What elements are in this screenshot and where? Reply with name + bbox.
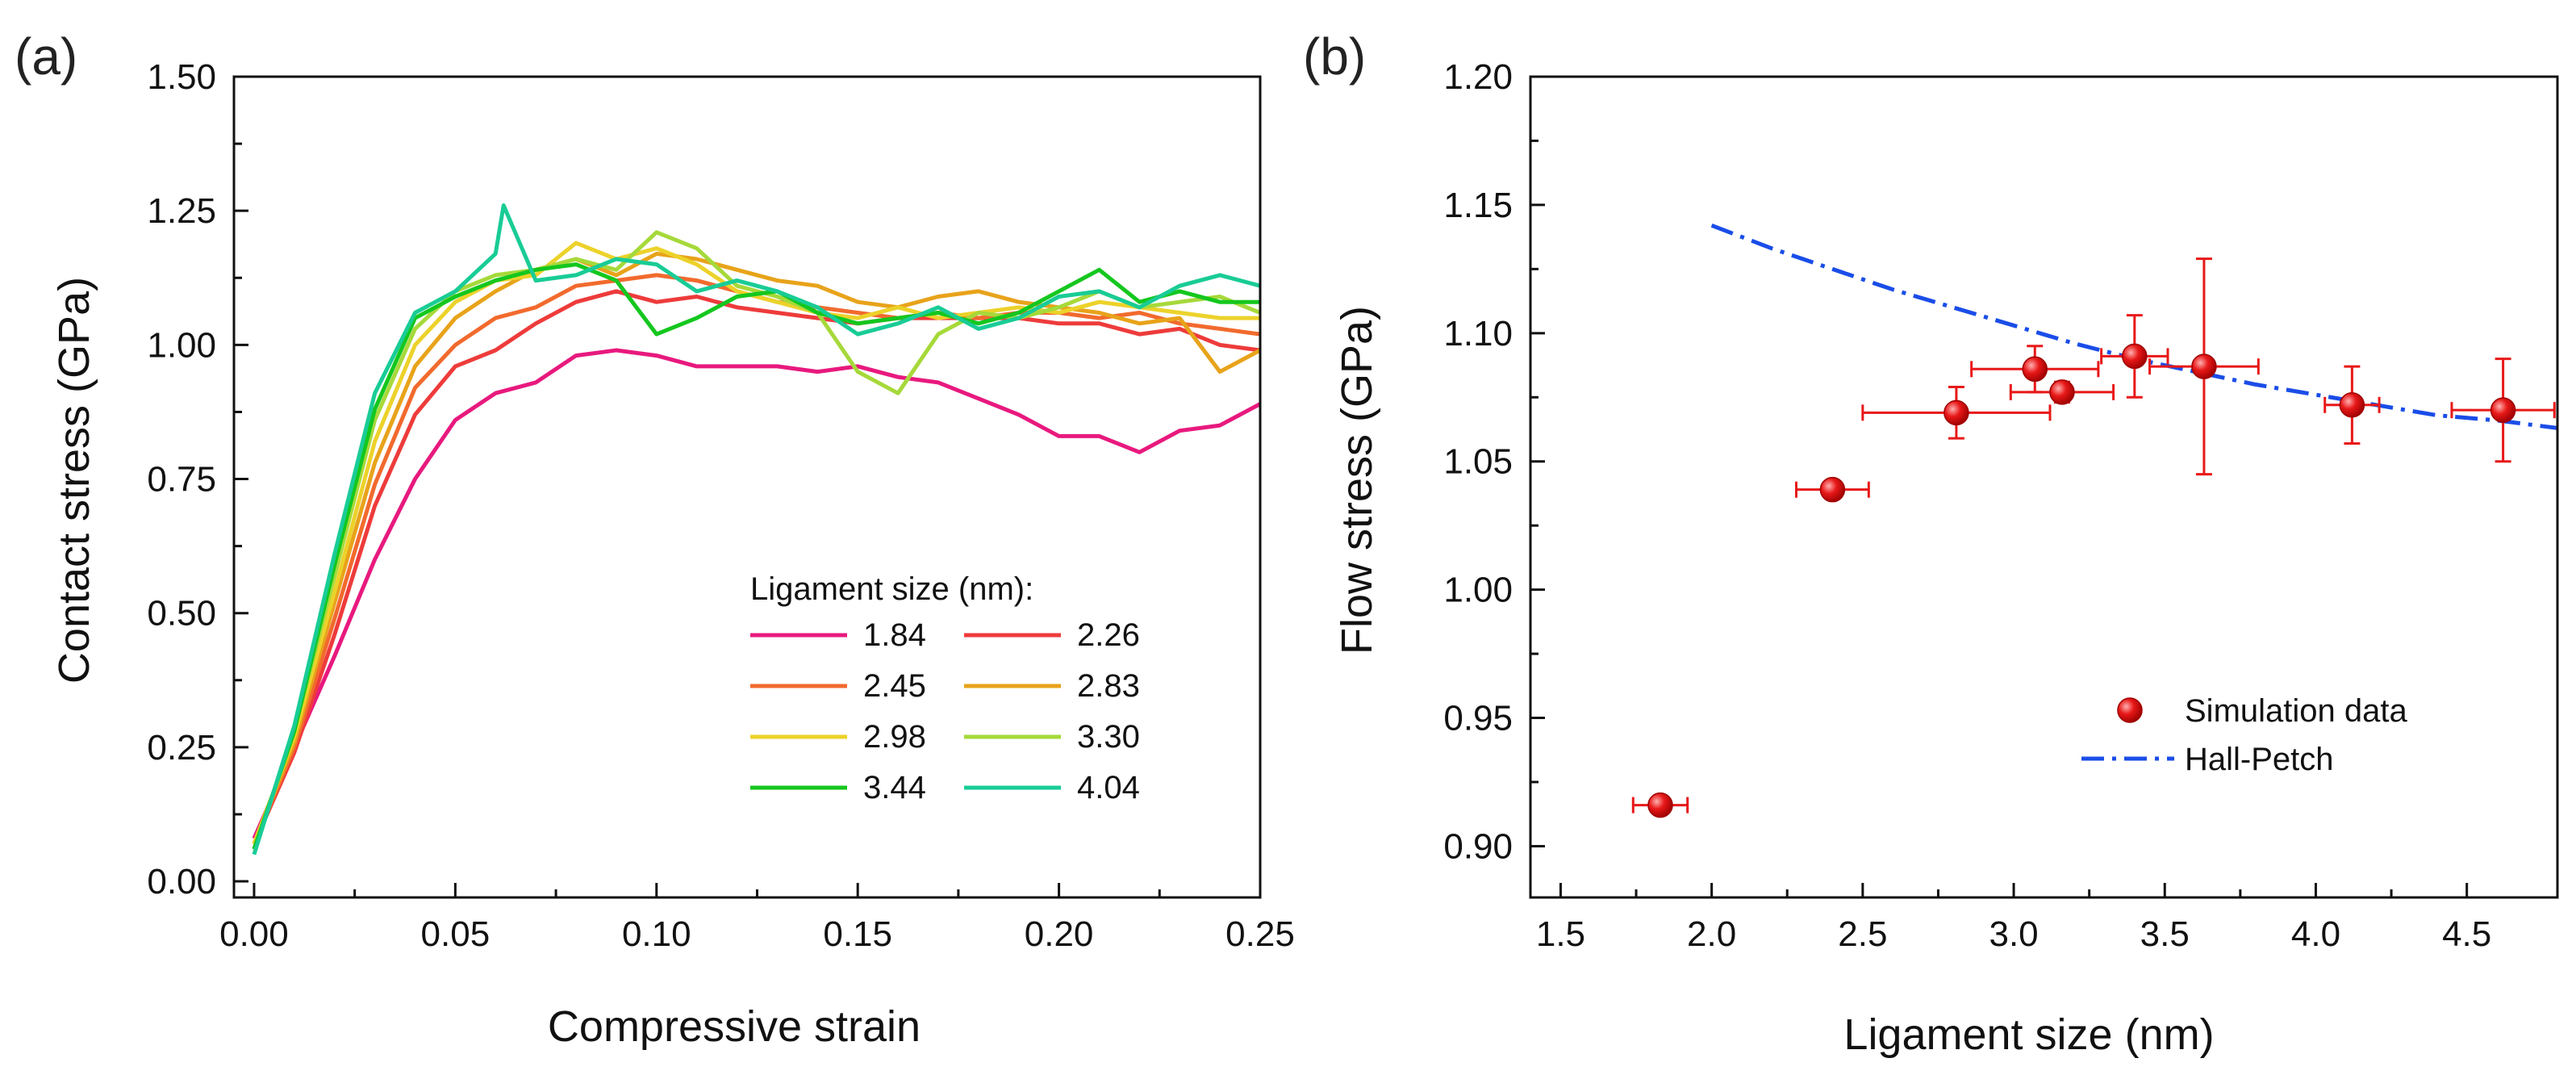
y-tick-label: 1.25 bbox=[147, 191, 216, 231]
panel-b-ylabel: Flow stress (GPa) bbox=[1333, 306, 1381, 655]
x-tick-label: 4.0 bbox=[2291, 914, 2340, 954]
x-tick-label: 0.10 bbox=[622, 914, 691, 954]
panel-b-series bbox=[1631, 223, 2558, 818]
x-tick-label: 4.5 bbox=[2442, 914, 2491, 954]
y-tick-label: 1.05 bbox=[1443, 442, 1513, 482]
panel-a-legend: Ligament size (nm): 1.84 2.26 2.45 2.83 2.98… bbox=[750, 571, 1140, 805]
y-tick-label: 0.50 bbox=[147, 594, 216, 634]
panel-b-xlabel: Ligament size (nm) bbox=[1843, 1010, 2214, 1059]
panel-a-letter: (a) bbox=[15, 27, 77, 86]
legend-label: 4.04 bbox=[1077, 770, 1140, 805]
panel-a-ticks: 0.00 0.05 0.10 0.15 0.20 0.25 0.00 0.25 0.50 0.75… bbox=[147, 57, 1294, 954]
y-tick-label: 1.15 bbox=[1443, 186, 1513, 225]
x-tick-label: 3.0 bbox=[1989, 914, 2038, 954]
panel-b-letter: (b) bbox=[1303, 27, 1366, 86]
panel-a-frame bbox=[232, 75, 1262, 899]
panel-b-frame bbox=[1529, 75, 2559, 899]
panel-b: (b) Ligament size (nm) Flow stress (GPa)… bbox=[1303, 27, 2559, 1059]
series-line bbox=[252, 289, 1261, 845]
y-tick-label: 1.50 bbox=[147, 57, 216, 97]
panel-b-ticks: 1.5 2.0 2.5 3.0 3.5 4.0 4.5 0.90 0.95 1.00 1.05 1.1… bbox=[1443, 57, 2491, 954]
panel-b-legend: Simulation data Hall-Petch bbox=[2081, 693, 2407, 777]
x-tick-label: 0.00 bbox=[219, 914, 289, 954]
panel-a-ylabel: Contact stress (GPa) bbox=[50, 277, 98, 684]
panel-a-xlabel: Compressive strain bbox=[548, 1002, 921, 1051]
y-tick-label: 0.90 bbox=[1443, 826, 1513, 866]
data-point bbox=[2191, 353, 2217, 379]
data-point bbox=[1647, 792, 1673, 818]
data-point bbox=[2339, 392, 2365, 418]
series-line bbox=[252, 251, 1262, 845]
y-tick-label: 1.20 bbox=[1443, 57, 1513, 97]
y-tick-label: 1.10 bbox=[1443, 314, 1513, 353]
legend-label: 3.30 bbox=[1077, 719, 1140, 755]
series-line bbox=[252, 273, 1261, 845]
series-line bbox=[252, 348, 1262, 839]
legend-label: 2.26 bbox=[1077, 617, 1140, 653]
x-tick-label: 0.20 bbox=[1025, 914, 1094, 954]
series-line bbox=[252, 241, 1260, 845]
data-point bbox=[2049, 379, 2075, 405]
x-tick-label: 0.05 bbox=[421, 914, 491, 954]
series-line bbox=[252, 262, 1260, 851]
legend-label: Hall-Petch bbox=[2185, 742, 2334, 777]
x-tick-label: 2.0 bbox=[1687, 914, 1736, 954]
data-point bbox=[2122, 343, 2148, 370]
x-tick-label: 2.5 bbox=[1838, 914, 1887, 954]
legend-label: 2.83 bbox=[1077, 668, 1140, 704]
panel-a: (a) Compressive strain Contact stress (G… bbox=[15, 27, 1295, 1051]
y-tick-label: 0.95 bbox=[1443, 699, 1513, 738]
legend-label: 3.44 bbox=[863, 770, 926, 805]
data-point bbox=[2490, 397, 2516, 423]
x-tick-label: 0.15 bbox=[823, 914, 892, 954]
y-tick-label: 0.75 bbox=[147, 460, 216, 500]
y-tick-label: 0.00 bbox=[147, 862, 216, 901]
y-tick-label: 1.00 bbox=[147, 325, 216, 365]
data-point bbox=[1943, 399, 1969, 426]
data-point bbox=[2022, 356, 2048, 383]
legend-label: 1.84 bbox=[863, 617, 926, 653]
y-tick-label: 0.25 bbox=[147, 728, 216, 768]
series-line bbox=[252, 203, 1261, 855]
x-tick-label: 0.25 bbox=[1225, 914, 1295, 954]
x-tick-label: 3.5 bbox=[2140, 914, 2190, 954]
legend-label: 2.98 bbox=[863, 719, 926, 755]
legend-label: 2.45 bbox=[863, 668, 926, 704]
panel-a-series bbox=[252, 203, 1262, 855]
data-point bbox=[1819, 476, 1846, 503]
legend-marker bbox=[2117, 697, 2143, 723]
x-tick-label: 1.5 bbox=[1536, 914, 1585, 954]
legend-title: Ligament size (nm): bbox=[750, 571, 1033, 607]
y-tick-label: 1.00 bbox=[1443, 571, 1513, 610]
legend-label: Simulation data bbox=[2185, 693, 2407, 729]
